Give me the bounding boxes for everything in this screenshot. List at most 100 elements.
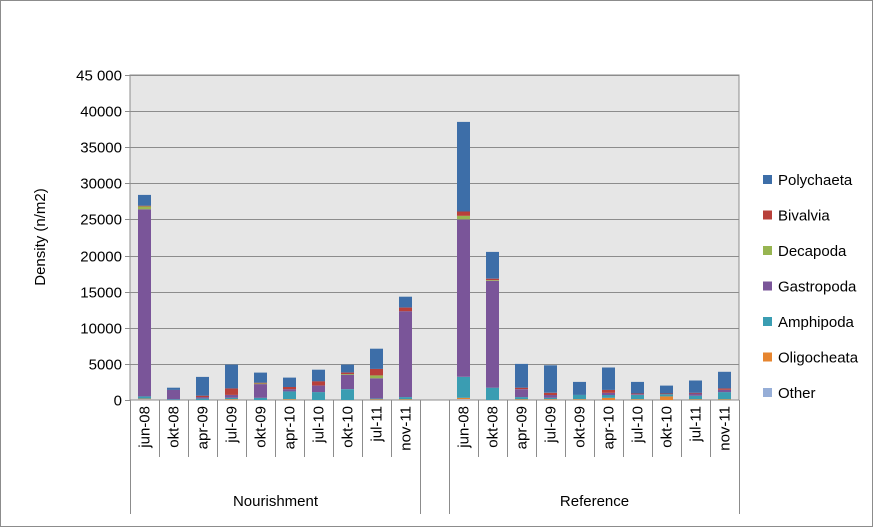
bar-segment-gastropoda [544, 394, 557, 398]
bar-segment-gastropoda [399, 311, 412, 398]
bar-segment-decapoda [486, 280, 499, 281]
bar-segment-gastropoda [254, 384, 267, 398]
y-tick-label: 10000 [80, 321, 122, 338]
x-tick-label: apr-10 [601, 406, 618, 449]
bar-segment-bivalvia [138, 205, 151, 207]
bar-segment-gastropoda [457, 219, 470, 377]
bar-segment-amphipoda [544, 397, 557, 400]
bar-segment-bivalvia [660, 393, 673, 395]
x-tick-label: jul-09 [224, 406, 241, 444]
x-tick-label: nov-11 [717, 406, 734, 451]
legend-swatch [763, 210, 772, 220]
x-tick-label: jul-10 [311, 406, 328, 444]
bar-segment-polychaeta [631, 381, 644, 394]
bar-segment-polychaeta [515, 363, 528, 388]
bar-segment-oligocheata [602, 397, 615, 400]
x-tick-label: jul-11 [688, 406, 705, 443]
bar-segment-amphipoda [457, 376, 470, 398]
x-tick-label: okt-10 [340, 406, 357, 448]
x-tick-label: okt-10 [659, 406, 676, 448]
bar-segment-amphipoda [660, 394, 673, 397]
x-tick-label: apr-09 [514, 406, 531, 449]
bar-segment-polychaeta [196, 376, 209, 396]
bar-segment-oligocheata [370, 399, 383, 400]
bar-segment-amphipoda [399, 397, 412, 400]
bar-segment-polychaeta [660, 385, 673, 394]
bar-segment-bivalvia [689, 392, 702, 394]
bar-segment-amphipoda [515, 397, 528, 400]
bar-segment-amphipoda [196, 398, 209, 400]
bar-segment-gastropoda [196, 397, 209, 399]
bar-segment-other [138, 399, 151, 400]
x-tick-label: apr-09 [195, 406, 212, 449]
legend-swatch [763, 388, 772, 397]
x-tick-label: jul-09 [543, 406, 560, 444]
bar-segment-other [457, 399, 470, 400]
bar-segment-oligocheata [399, 399, 412, 400]
bar-segment-amphipoda [283, 391, 296, 400]
bar-segment-decapoda [457, 215, 470, 220]
y-tick-label: 0 [114, 393, 122, 410]
bar-segment-amphipoda [573, 394, 586, 400]
y-tick-label: 15000 [80, 285, 122, 302]
bar-segment-polychaeta [718, 371, 731, 389]
bar-segment-polychaeta [573, 381, 586, 395]
y-tick-label: 45 000 [76, 68, 122, 85]
legend-label: Gastropoda [778, 279, 857, 296]
x-tick-label: okt-08 [485, 406, 502, 448]
group-label: Nourishment [233, 493, 319, 510]
bar-segment-bivalvia [254, 382, 267, 384]
legend-swatch [763, 281, 772, 291]
bar-segment-polychaeta [486, 251, 499, 279]
bar-segment-decapoda [254, 383, 267, 385]
legend-label: Decapoda [778, 243, 847, 260]
bar-segment-amphipoda [341, 389, 354, 400]
bar-segment-bivalvia [515, 387, 528, 390]
bar-segment-polychaeta [370, 348, 383, 369]
bar-segment-bivalvia [312, 381, 325, 386]
x-tick-label: jun-08 [137, 406, 154, 449]
bar-segment-polychaeta [341, 364, 354, 373]
x-tick-label: okt-09 [572, 406, 589, 448]
y-tick-label: 20000 [80, 249, 122, 266]
bar-segment-bivalvia [486, 278, 499, 281]
x-tick-label: okt-08 [166, 406, 183, 448]
y-tick-label: 30000 [80, 176, 122, 193]
bar-segment-gastropoda [283, 389, 296, 392]
bar-segment-bivalvia [341, 372, 354, 374]
bar-segment-oligocheata [660, 396, 673, 400]
bar-segment-amphipoda [486, 387, 499, 400]
bar-segment-gastropoda [689, 393, 702, 396]
bar-segment-polychaeta [167, 387, 180, 390]
bar-segment-bivalvia [370, 368, 383, 376]
bar-segment-polychaeta [254, 372, 267, 383]
bar-segment-amphipoda [254, 397, 267, 400]
bar-segment-gastropoda [718, 389, 731, 393]
bar-segment-gastropoda [602, 392, 615, 395]
bar-segment-oligocheata [138, 398, 151, 400]
bar-segment-oligocheata [631, 399, 644, 400]
bar-segment-oligocheata [718, 399, 731, 400]
bar-segment-gastropoda [515, 389, 528, 398]
bar-segment-amphipoda [689, 395, 702, 400]
bar-segment-polychaeta [689, 380, 702, 393]
bar-segment-bivalvia [602, 389, 615, 393]
bar-segment-oligocheata [225, 399, 238, 400]
bar-segment-bivalvia [544, 392, 557, 395]
bar-segment-bivalvia [283, 387, 296, 390]
bar-segment-gastropoda [312, 385, 325, 393]
bar-segment-gastropoda [486, 280, 499, 388]
bar-segment-amphipoda [718, 392, 731, 400]
x-tick-label: jul-10 [630, 406, 647, 444]
y-tick-label: 40000 [80, 104, 122, 121]
bar-segment-decapoda [138, 206, 151, 210]
legend-swatch [763, 246, 772, 255]
bar-segment-polychaeta [399, 296, 412, 308]
legend-label: Polychaeta [778, 172, 853, 189]
bar-segment-gastropoda [370, 378, 383, 399]
bar-segment-oligocheata [689, 399, 702, 400]
x-tick-label: jun-08 [456, 406, 473, 449]
legend-swatch [763, 175, 772, 184]
